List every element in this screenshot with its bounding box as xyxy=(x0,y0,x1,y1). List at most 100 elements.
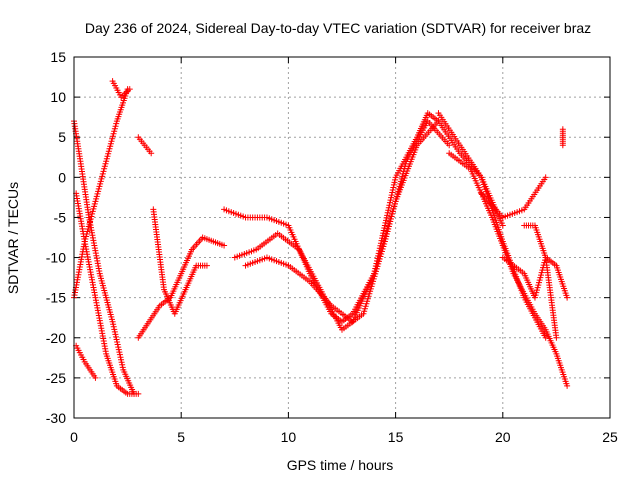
y-tick-label: -10 xyxy=(46,250,66,266)
data-point xyxy=(99,173,106,180)
data-point xyxy=(533,287,540,294)
data-point xyxy=(107,143,114,150)
x-tick-label: 0 xyxy=(70,429,78,445)
grid xyxy=(74,57,610,418)
data-point xyxy=(90,205,97,212)
data-point xyxy=(95,185,102,192)
y-tick-label: 10 xyxy=(50,89,66,105)
series-track-m xyxy=(446,150,571,389)
data-point xyxy=(203,262,210,269)
data-point xyxy=(108,138,115,145)
data-point xyxy=(553,334,560,341)
y-tick-label: 15 xyxy=(50,49,66,65)
y-tick-label: -5 xyxy=(54,209,67,225)
data-marks xyxy=(71,78,571,397)
data-point xyxy=(102,160,109,167)
data-point xyxy=(531,294,538,301)
data-point xyxy=(542,334,549,341)
data-point xyxy=(112,123,119,130)
data-point xyxy=(221,242,228,249)
x-tick-label: 25 xyxy=(602,429,618,445)
data-point xyxy=(542,174,549,181)
series-track-a xyxy=(71,86,131,301)
data-point xyxy=(92,198,99,205)
data-point xyxy=(97,180,104,187)
data-point xyxy=(111,125,118,132)
data-point xyxy=(111,328,118,335)
data-point xyxy=(386,199,393,206)
data-point xyxy=(538,269,545,276)
plot-frame xyxy=(73,56,611,419)
x-axis-label: GPS time / hours xyxy=(287,457,394,473)
data-point xyxy=(385,204,392,211)
data-point xyxy=(91,200,98,207)
data-point xyxy=(103,155,110,162)
data-point xyxy=(385,207,392,214)
data-point xyxy=(93,193,100,200)
data-point xyxy=(115,344,122,351)
data-point xyxy=(93,195,100,202)
data-point xyxy=(559,126,566,133)
y-tick-label: -20 xyxy=(46,330,66,346)
data-point xyxy=(115,346,122,353)
data-point xyxy=(113,336,120,343)
data-point xyxy=(384,209,391,216)
data-point xyxy=(99,170,106,177)
data-point xyxy=(383,217,390,224)
data-point xyxy=(391,179,398,186)
data-point xyxy=(379,232,386,239)
data-point xyxy=(389,187,396,193)
x-tick-label: 15 xyxy=(388,429,404,445)
data-point xyxy=(537,274,544,281)
data-point xyxy=(388,192,395,199)
data-point xyxy=(135,390,142,397)
data-point xyxy=(94,190,101,197)
data-point xyxy=(536,277,543,284)
data-point xyxy=(388,194,395,201)
x-tick-label: 5 xyxy=(177,429,185,445)
data-point xyxy=(109,135,116,142)
data-point xyxy=(110,130,117,137)
data-point xyxy=(533,289,540,296)
data-point xyxy=(110,323,117,330)
data-point xyxy=(383,214,390,221)
y-tick-label: 5 xyxy=(58,129,66,145)
y-tick-label: 0 xyxy=(58,169,66,185)
y-tick-label: -25 xyxy=(46,370,66,386)
data-point xyxy=(89,208,96,215)
data-point xyxy=(539,267,546,274)
series-track-p xyxy=(521,222,560,341)
data-point xyxy=(113,120,120,127)
data-point xyxy=(92,374,99,381)
data-point xyxy=(446,142,453,149)
x-tick-label: 20 xyxy=(495,429,511,445)
data-point xyxy=(91,203,98,210)
data-point xyxy=(101,165,108,172)
data-point xyxy=(390,184,397,191)
data-point xyxy=(534,284,541,291)
data-point xyxy=(386,202,393,209)
data-point xyxy=(381,222,388,229)
data-point xyxy=(119,361,126,368)
data-point xyxy=(392,176,399,183)
data-point xyxy=(105,148,112,155)
chart-title: Day 236 of 2024, Sidereal Day-to-day VTE… xyxy=(85,20,591,36)
data-point xyxy=(390,181,397,188)
data-point xyxy=(103,158,110,165)
data-point xyxy=(118,356,125,363)
series-track-e xyxy=(109,78,133,101)
data-point xyxy=(116,349,123,356)
series-track-f xyxy=(135,134,155,157)
data-point xyxy=(101,163,108,170)
data-point xyxy=(126,86,133,93)
data-point xyxy=(100,168,107,175)
data-point xyxy=(85,225,92,232)
data-point xyxy=(389,189,396,196)
data-point xyxy=(109,133,116,140)
data-point xyxy=(382,219,389,226)
data-point xyxy=(111,326,118,333)
data-point xyxy=(118,359,125,366)
series-track-d xyxy=(73,342,99,381)
data-point xyxy=(114,339,121,345)
data-point xyxy=(112,331,119,338)
